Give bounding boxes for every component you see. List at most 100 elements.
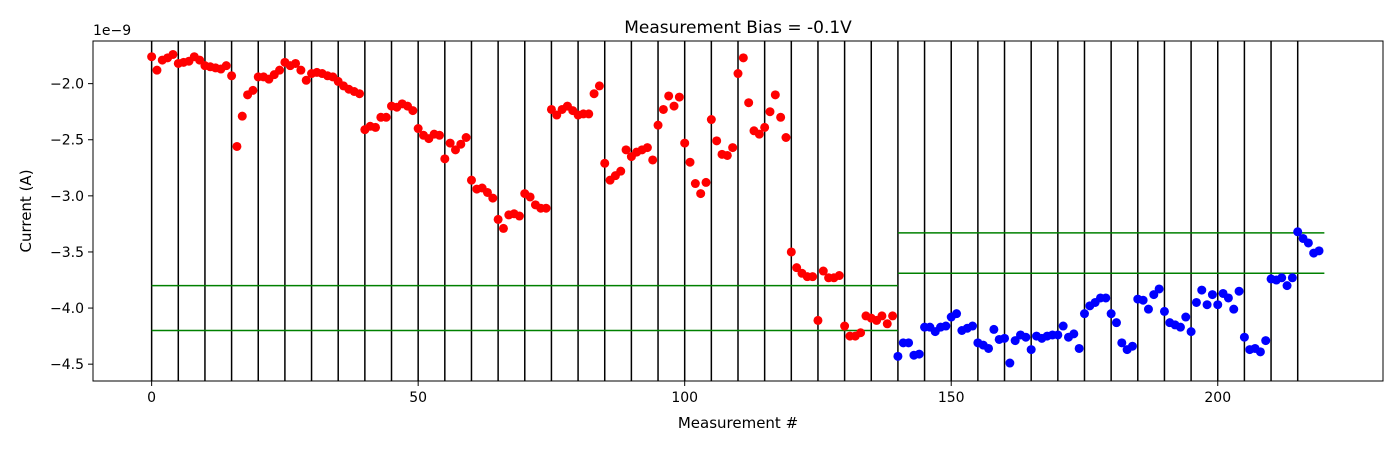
data-point: [1223, 293, 1233, 303]
y-tick-label: −2.5: [50, 133, 84, 149]
data-point: [1229, 304, 1239, 314]
data-point: [195, 55, 205, 65]
data-point: [1074, 343, 1084, 353]
data-point: [808, 272, 818, 282]
data-point: [1143, 304, 1153, 314]
y-axis: −2.0 −2.5 −3.0 −3.5 −4.0 −4.5: [50, 77, 93, 373]
data-points: [147, 49, 1324, 368]
data-point: [498, 223, 508, 233]
data-point: [840, 321, 850, 331]
data-point: [584, 109, 594, 119]
chart-title: Measurement Bias = -0.1V: [624, 18, 852, 38]
plot-frame: [92, 40, 1384, 382]
data-point: [877, 311, 887, 321]
data-point: [658, 104, 668, 114]
data-point: [461, 133, 471, 143]
data-point: [792, 263, 802, 273]
data-point: [989, 324, 999, 334]
data-point: [466, 175, 476, 185]
data-point: [813, 315, 823, 325]
data-point: [413, 124, 423, 134]
data-point: [1181, 312, 1191, 322]
data-point: [525, 192, 535, 202]
data-point: [642, 143, 652, 153]
data-point: [1282, 281, 1292, 291]
data-point: [786, 247, 796, 257]
data-point: [589, 89, 599, 99]
data-point: [722, 150, 732, 160]
x-axis-label: Measurement #: [678, 414, 798, 432]
data-point: [680, 138, 690, 148]
data-point: [275, 65, 285, 75]
data-point: [152, 65, 162, 75]
data-point: [1117, 338, 1127, 348]
data-point: [728, 143, 738, 153]
data-point: [488, 193, 498, 203]
data-point: [291, 58, 301, 68]
data-point: [770, 90, 780, 100]
data-point: [1127, 341, 1137, 351]
data-point: [541, 203, 551, 213]
data-point: [1175, 322, 1185, 332]
data-point: [381, 112, 391, 122]
y-axis-offset-label: 1e−9: [93, 23, 131, 39]
data-point: [237, 111, 247, 121]
data-point: [1191, 297, 1201, 307]
data-point: [1111, 318, 1121, 328]
data-point: [818, 266, 828, 276]
data-point: [1106, 309, 1116, 319]
data-point: [1314, 246, 1324, 256]
data-point: [685, 157, 695, 167]
data-point: [744, 98, 754, 108]
data-point: [669, 101, 679, 111]
data-point: [450, 145, 460, 155]
data-point: [1069, 329, 1079, 339]
data-point: [232, 141, 242, 151]
data-point: [227, 71, 237, 81]
data-point: [1010, 336, 1020, 346]
data-point: [482, 187, 492, 197]
data-point: [445, 138, 455, 148]
data-point: [882, 319, 892, 329]
x-tick-label: 100: [671, 390, 698, 406]
y-tick-label: −3.5: [50, 245, 84, 261]
x-tick-label: 50: [409, 390, 427, 406]
data-point: [914, 349, 924, 359]
data-point: [1005, 358, 1015, 368]
data-point: [1154, 284, 1164, 294]
data-point: [1287, 273, 1297, 283]
data-point: [738, 53, 748, 63]
y-axis-label: Current (A): [17, 169, 35, 252]
data-point: [1202, 300, 1212, 310]
data-point: [733, 69, 743, 79]
data-point: [621, 145, 631, 155]
x-tick-label: 0: [147, 390, 156, 406]
data-point: [434, 130, 444, 140]
data-point: [440, 154, 450, 164]
data-point: [674, 92, 684, 102]
data-point: [546, 104, 556, 114]
x-tick-label: 200: [1204, 390, 1231, 406]
data-point: [1149, 290, 1159, 300]
y-tick-label: −2.0: [50, 77, 84, 93]
data-point: [1186, 327, 1196, 337]
data-point: [834, 271, 844, 281]
data-point: [1101, 293, 1111, 303]
data-point: [856, 328, 866, 338]
data-point: [147, 52, 157, 62]
data-point: [248, 85, 258, 95]
data-point: [754, 129, 764, 139]
data-point: [648, 155, 658, 165]
data-point: [1079, 309, 1089, 319]
data-point: [1021, 332, 1031, 342]
data-point: [1277, 273, 1287, 283]
data-point: [355, 89, 365, 99]
data-point: [701, 177, 711, 187]
data-point: [514, 211, 524, 221]
vertical-lines: [150, 41, 1299, 381]
data-point: [594, 81, 604, 91]
data-point: [456, 139, 466, 149]
data-point: [1261, 336, 1271, 346]
data-point: [371, 122, 381, 132]
